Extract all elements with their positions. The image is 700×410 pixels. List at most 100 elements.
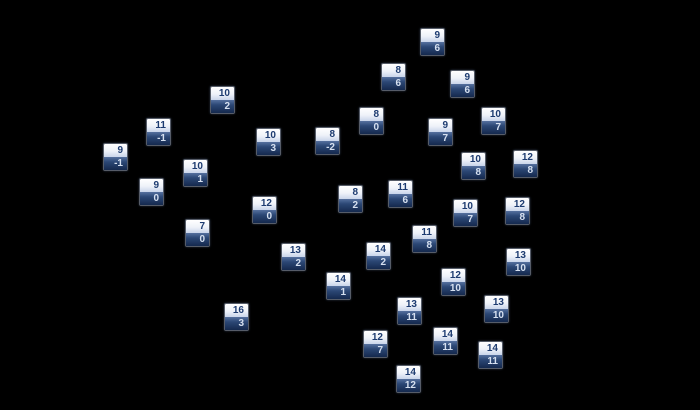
tile-top-value: 9 [140, 179, 163, 192]
value-tile[interactable]: 12 0 [252, 196, 277, 224]
tile-bottom-value: 2 [367, 256, 390, 269]
value-tile[interactable]: 12 10 [441, 268, 466, 296]
value-tile[interactable]: 9 7 [428, 118, 453, 146]
tile-bottom-value: 11 [479, 355, 502, 368]
tile-bottom-value: 1 [184, 173, 207, 186]
tile-bottom-value: 6 [421, 42, 444, 55]
tile-top-value: 9 [429, 119, 452, 132]
tile-bottom-value: 7 [482, 121, 505, 134]
value-tile[interactable]: 16 3 [224, 303, 249, 331]
value-tile[interactable]: 14 11 [478, 341, 503, 369]
tile-bottom-value: 11 [434, 341, 457, 354]
tile-top-value: 8 [360, 108, 383, 121]
tile-top-value: 8 [339, 186, 362, 199]
tile-bottom-value: 3 [225, 317, 248, 330]
tile-bottom-value: 8 [506, 211, 529, 224]
value-tile[interactable]: 14 1 [326, 272, 351, 300]
tile-top-value: 13 [507, 249, 530, 262]
value-tile[interactable]: 10 2 [210, 86, 235, 114]
tile-top-value: 12 [364, 331, 387, 344]
value-tile[interactable]: 11 -1 [146, 118, 171, 146]
tile-top-value: 14 [434, 328, 457, 341]
tile-top-value: 12 [506, 198, 529, 211]
value-tile[interactable]: 10 8 [461, 152, 486, 180]
value-tile[interactable]: 14 11 [433, 327, 458, 355]
tile-bottom-value: 2 [339, 199, 362, 212]
tile-top-value: 12 [442, 269, 465, 282]
tile-bottom-value: 12 [397, 379, 420, 392]
value-tile[interactable]: 10 3 [256, 128, 281, 156]
tile-bottom-value: 6 [389, 194, 412, 207]
value-tile[interactable]: 14 2 [366, 242, 391, 270]
tile-bottom-value: 0 [186, 233, 209, 246]
value-tile[interactable]: 7 0 [185, 219, 210, 247]
tile-top-value: 12 [253, 197, 276, 210]
tile-top-value: 10 [211, 87, 234, 100]
tile-top-value: 13 [398, 298, 421, 311]
tile-bottom-value: 0 [253, 210, 276, 223]
tile-top-value: 10 [454, 200, 477, 213]
tile-bottom-value: 7 [429, 132, 452, 145]
value-tile[interactable]: 10 1 [183, 159, 208, 187]
tile-bottom-value: 11 [398, 311, 421, 324]
tile-bottom-value: 0 [140, 192, 163, 205]
tile-bottom-value: 2 [282, 257, 305, 270]
tile-top-value: 12 [514, 151, 537, 164]
tile-top-value: 11 [147, 119, 170, 132]
tile-bottom-value: 6 [451, 84, 474, 97]
value-tile[interactable]: 9 6 [420, 28, 445, 56]
tile-bottom-value: 3 [257, 142, 280, 155]
tile-top-value: 14 [397, 366, 420, 379]
value-tile[interactable]: 8 0 [359, 107, 384, 135]
tile-bottom-value: 10 [442, 282, 465, 295]
tile-top-value: 9 [451, 71, 474, 84]
value-tile[interactable]: 13 10 [506, 248, 531, 276]
tile-top-value: 14 [367, 243, 390, 256]
value-tile[interactable]: 8 2 [338, 185, 363, 213]
value-tile[interactable]: 9 6 [450, 70, 475, 98]
tile-bottom-value: 8 [514, 164, 537, 177]
tile-top-value: 10 [184, 160, 207, 173]
tile-top-value: 10 [482, 108, 505, 121]
tile-top-value: 13 [485, 296, 508, 309]
value-tile[interactable]: 13 11 [397, 297, 422, 325]
tile-bottom-value: 7 [364, 344, 387, 357]
value-tile[interactable]: 14 12 [396, 365, 421, 393]
tile-top-value: 9 [421, 29, 444, 42]
tile-bottom-value: 1 [327, 286, 350, 299]
tile-top-value: 16 [225, 304, 248, 317]
tile-top-value: 9 [104, 144, 127, 157]
value-tile[interactable]: 9 -1 [103, 143, 128, 171]
value-tile[interactable]: 13 10 [484, 295, 509, 323]
value-tile[interactable]: 11 8 [412, 225, 437, 253]
tile-top-value: 8 [316, 128, 339, 141]
tile-bottom-value: 10 [507, 262, 530, 275]
value-tile[interactable]: 12 8 [513, 150, 538, 178]
value-tile[interactable]: 13 2 [281, 243, 306, 271]
tile-top-value: 10 [257, 129, 280, 142]
value-tile[interactable]: 10 7 [453, 199, 478, 227]
tile-bottom-value: 10 [485, 309, 508, 322]
value-tile[interactable]: 11 6 [388, 180, 413, 208]
value-tile[interactable]: 9 0 [139, 178, 164, 206]
tile-top-value: 14 [327, 273, 350, 286]
tile-top-value: 13 [282, 244, 305, 257]
tile-bottom-value: 8 [462, 166, 485, 179]
tile-bottom-value: 0 [360, 121, 383, 134]
tile-bottom-value: 7 [454, 213, 477, 226]
tile-top-value: 7 [186, 220, 209, 233]
value-tile[interactable]: 10 7 [481, 107, 506, 135]
value-tile[interactable]: 12 7 [363, 330, 388, 358]
value-tile[interactable]: 12 8 [505, 197, 530, 225]
tile-bottom-value: -1 [147, 132, 170, 145]
tile-bottom-value: -2 [316, 141, 339, 154]
tile-top-value: 11 [389, 181, 412, 194]
tile-top-value: 11 [413, 226, 436, 239]
tile-bottom-value: -1 [104, 157, 127, 170]
tile-top-value: 14 [479, 342, 502, 355]
tile-top-value: 8 [382, 64, 405, 77]
value-tile[interactable]: 8 6 [381, 63, 406, 91]
value-tile[interactable]: 8 -2 [315, 127, 340, 155]
tile-bottom-value: 8 [413, 239, 436, 252]
